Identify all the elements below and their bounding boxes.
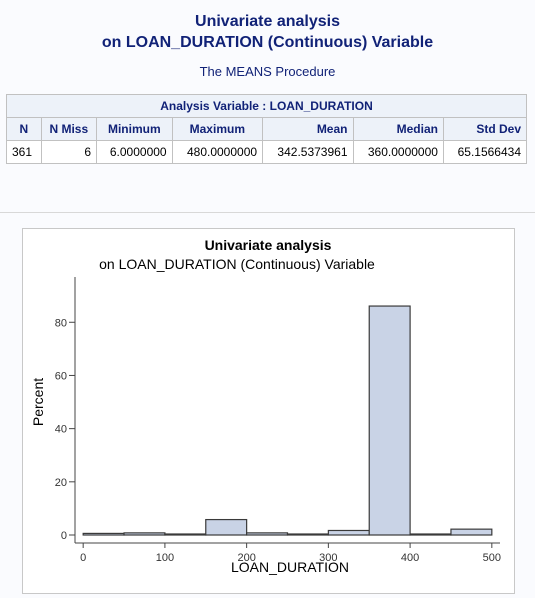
means-table: Analysis Variable : LOAN_DURATION N N Mi… — [6, 94, 528, 164]
y-tick-label-20: 20 — [55, 477, 67, 489]
histogram-bar-8 — [409, 533, 452, 536]
histogram-bar-7 — [368, 305, 411, 536]
page-title: Univariate analysis — [195, 13, 340, 30]
y-tick-label-0: 0 — [61, 530, 67, 542]
chart-subtitle: on LOAN_DURATION (Continuous) Variable — [99, 256, 375, 272]
cell-mean: 342.5373961 — [262, 140, 354, 164]
histogram-bar-1 — [123, 532, 166, 536]
page-subtitle: on LOAN_DURATION (Continuous) Variable — [101, 34, 434, 51]
cell-n: 361 — [6, 140, 42, 164]
section-divider — [0, 212, 535, 213]
histogram-bar-6 — [327, 529, 370, 536]
cell-median: 360.0000000 — [352, 140, 444, 164]
col-header-mean: Mean — [262, 117, 354, 141]
cell-minimum: 6.0000000 — [96, 140, 173, 164]
histogram-bar-5 — [286, 533, 329, 536]
x-axis-label: LOAN_DURATION — [231, 559, 349, 575]
col-header-median: Median — [352, 117, 444, 141]
y-tick-label-80: 80 — [55, 317, 67, 329]
col-header-nmiss: N Miss — [40, 117, 98, 141]
histogram-panel: Univariate analysis on LOAN_DURATION (Co… — [22, 228, 515, 594]
x-tick-label-0: 0 — [80, 552, 86, 564]
cell-stddev: 65.1566434 — [442, 140, 528, 164]
y-tick-label-60: 60 — [55, 370, 67, 382]
chart-title: Univariate analysis — [205, 237, 332, 253]
cell-maximum: 480.0000000 — [171, 140, 264, 164]
x-tick-label-500: 500 — [483, 552, 501, 564]
histogram-bar-2 — [164, 533, 207, 536]
y-axis-label: Percent — [30, 378, 46, 426]
y-tick-label-40: 40 — [55, 424, 67, 436]
histogram-bar-0 — [82, 532, 125, 536]
means-table-header-row: N N Miss Minimum Maximum Mean Median Std… — [6, 117, 528, 141]
col-header-stddev: Std Dev — [442, 117, 528, 141]
means-table-caption: Analysis Variable : LOAN_DURATION — [6, 94, 527, 118]
x-tick-label-300: 300 — [319, 552, 337, 564]
means-table-row: 361 6 6.0000000 480.0000000 342.5373961 … — [6, 140, 528, 164]
histogram-bar-9 — [450, 528, 493, 536]
x-tick-label-400: 400 — [401, 552, 419, 564]
col-header-maximum: Maximum — [171, 117, 264, 141]
histogram-bar-4 — [246, 532, 289, 536]
col-header-n: N — [6, 117, 42, 141]
histogram-bar-3 — [205, 518, 248, 536]
col-header-minimum: Minimum — [96, 117, 173, 141]
x-tick-label-200: 200 — [237, 552, 255, 564]
procedure-label: The MEANS Procedure — [199, 64, 336, 79]
cell-nmiss: 6 — [40, 140, 98, 164]
histogram-chart: Univariate analysis on LOAN_DURATION (Co… — [30, 237, 501, 575]
x-tick-label-100: 100 — [156, 552, 174, 564]
